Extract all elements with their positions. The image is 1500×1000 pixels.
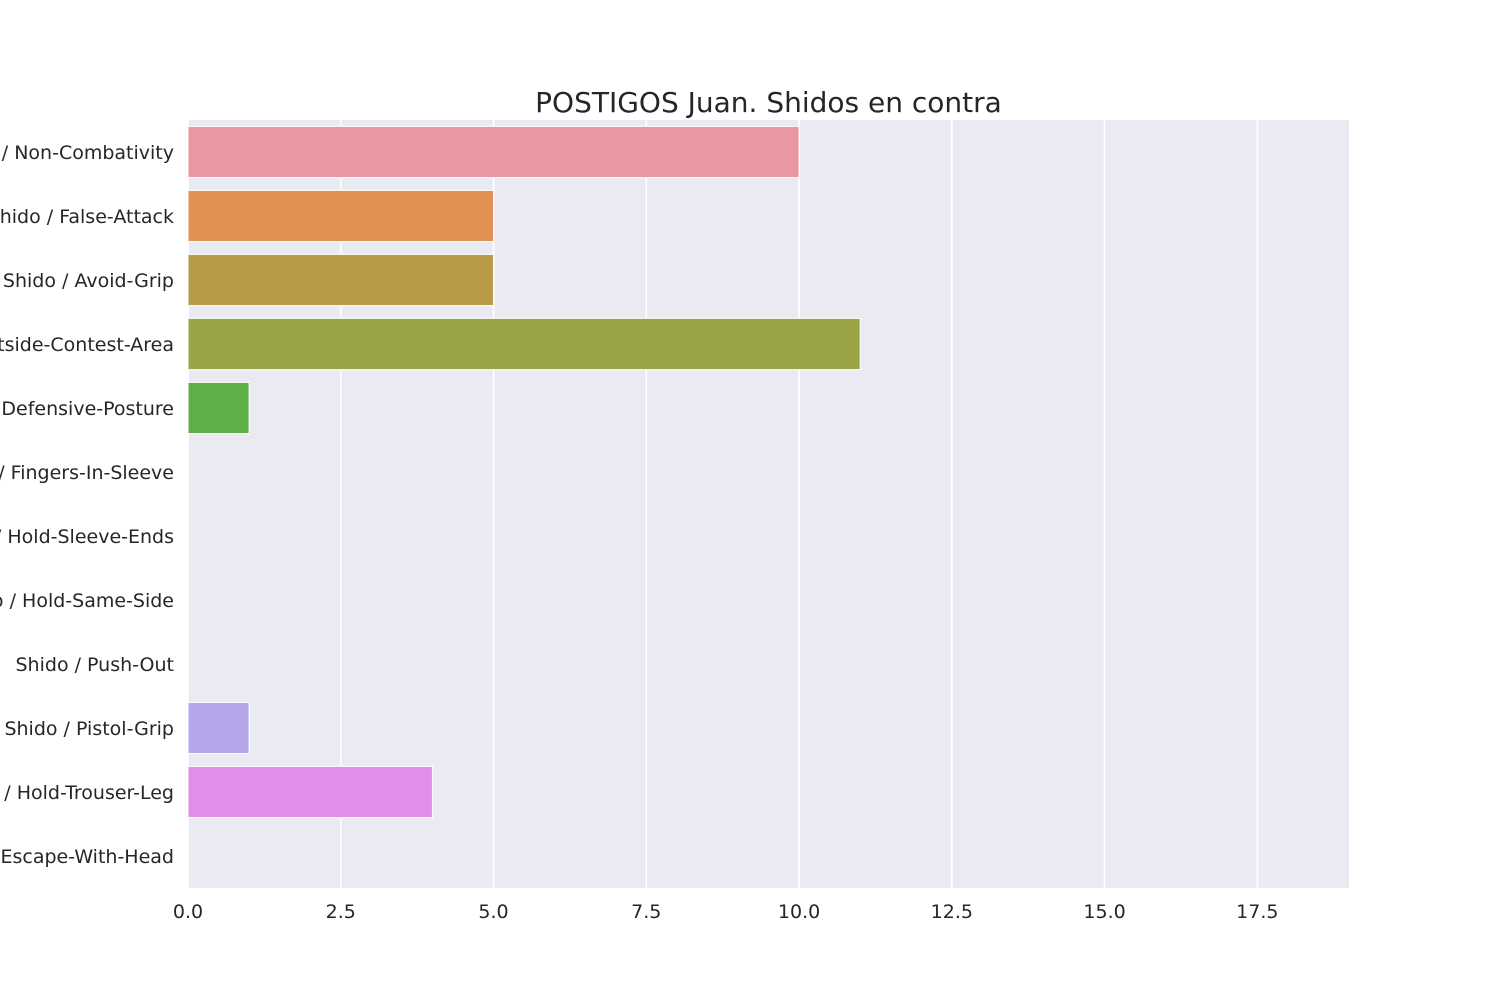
y-tick-label: Shido / False-Attack [0,206,174,228]
y-tick-label: Shido / Hold-Sleeve-Ends [0,526,174,548]
bar [187,253,495,307]
x-tick-label: 10.0 [778,901,820,923]
y-tick-label: Shido / Escape-With-Head [0,846,174,868]
x-tick-label: 0.0 [173,901,203,923]
y-axis-tick-labels: Shido / Non-Combativity Shido / False-Att… [0,142,174,868]
x-axis-tick-labels: 0.0 2.5 5.0 7.5 10.0 12.5 15.0 17.5 [173,901,1279,923]
y-tick-label: Shido / Hold-Trouser-Leg [0,782,174,804]
y-tick-label: Shido / Pistol-Grip [4,718,174,740]
bar [187,317,861,371]
bar [187,125,800,179]
x-tick-label: 2.5 [326,901,356,923]
bars [187,125,861,819]
x-tick-label: 17.5 [1236,901,1278,923]
y-tick-label: Shido / Push-Out [16,654,175,676]
x-tick-label: 7.5 [631,901,661,923]
y-tick-label: Shido / Fingers-In-Sleeve [0,462,174,484]
y-tick-label: Shido / Hold-Same-Side [0,590,174,612]
y-tick-label: Shido / Avoid-Grip [3,270,174,292]
bar [187,381,250,435]
x-tick-label: 12.5 [931,901,973,923]
y-tick-label: Shido / Defensive-Posture [0,398,174,420]
bar [187,701,250,755]
y-tick-label: Shido / Non-Combativity [0,142,174,164]
y-tick-label: Shido / Outside-Contest-Area [0,334,174,356]
bar [187,765,433,819]
x-tick-label: 5.0 [478,901,508,923]
grid-lines [187,120,1259,888]
chart-title: POSTIGOS Juan. Shidos en contra [535,86,1002,119]
x-tick-label: 15.0 [1083,901,1125,923]
bar [187,189,495,243]
plot-area [188,120,1349,888]
